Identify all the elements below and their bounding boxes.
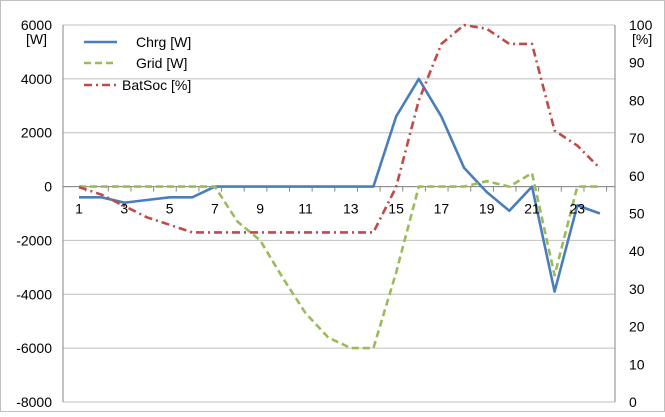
legend: Chrg [W] Grid [W] BatSoc [%] — [84, 34, 191, 93]
y-left-tick-label: 6000 — [21, 17, 52, 33]
x-tick-label: 21 — [524, 201, 540, 217]
y-left-tick-label: 0 — [44, 179, 52, 195]
series-lines — [78, 23, 601, 350]
gridlines — [63, 24, 615, 403]
x-tick-label: 3 — [120, 201, 128, 217]
y-right-tick-label: 60 — [629, 168, 645, 184]
x-tick-label: 1 — [75, 201, 83, 217]
y-right-tick-label: 80 — [629, 92, 645, 108]
y-right-tick-label: 10 — [629, 356, 645, 372]
y-left-tick-label: 2000 — [21, 125, 52, 141]
x-tick-label: 17 — [434, 201, 450, 217]
y-right-tick-label: 90 — [629, 55, 645, 71]
y-left-tick-label: -4000 — [16, 286, 52, 302]
y-right-unit-label: [%] — [632, 31, 652, 47]
tick-labels: 6000400020000-2000-4000-6000-80001009080… — [16, 17, 652, 410]
legend-label-2: BatSoc [%] — [122, 77, 191, 93]
x-tick-label: 5 — [166, 201, 174, 217]
y-left-unit-label: [W] — [26, 31, 47, 47]
x-tick-label: 7 — [211, 201, 219, 217]
y-right-tick-label: 30 — [629, 281, 645, 297]
x-tick-label: 11 — [298, 201, 313, 217]
y-left-tick-label: 4000 — [21, 71, 52, 87]
series-line-2 — [78, 23, 601, 234]
legend-label-0: Chrg [W] — [136, 34, 191, 50]
y-left-tick-label: -6000 — [16, 340, 52, 356]
y-right-tick-label: 70 — [629, 130, 645, 146]
x-tick-label: 19 — [479, 201, 495, 217]
y-left-tick-label: -2000 — [16, 232, 52, 248]
legend-label-1: Grid [W] — [136, 55, 187, 71]
series-line-0 — [79, 77, 601, 293]
x-tick-label: 23 — [570, 201, 586, 217]
y-left-tick-label: -8000 — [16, 394, 52, 410]
x-tick-label: 15 — [388, 201, 404, 217]
y-right-tick-label: 40 — [629, 243, 645, 259]
x-tick-label: 13 — [343, 201, 359, 217]
y-right-tick-label: 100 — [629, 17, 653, 33]
y-right-tick-label: 20 — [629, 319, 645, 335]
y-right-tick-label: 50 — [629, 206, 645, 222]
y-right-tick-label: 0 — [629, 394, 637, 410]
x-tick-label: 9 — [256, 201, 264, 217]
